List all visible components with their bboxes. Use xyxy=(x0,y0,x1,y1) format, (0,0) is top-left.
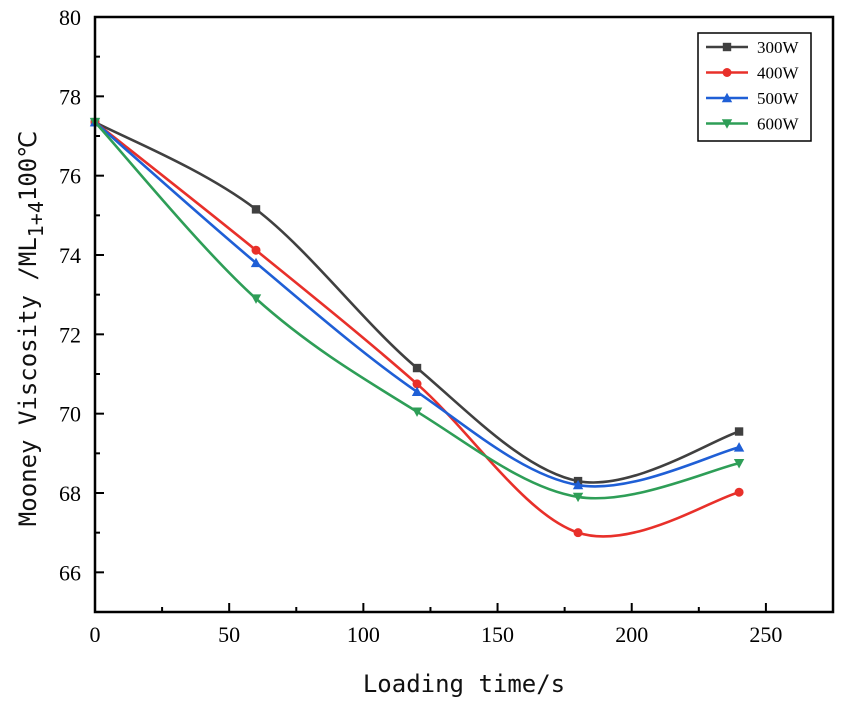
y-axis-label: Mooney Viscosity /ML1+4100℃ xyxy=(14,131,48,526)
data-point-500W xyxy=(250,257,262,268)
legend-marker-400W xyxy=(722,68,732,77)
legend-label: 500W xyxy=(757,89,800,108)
data-point-600W xyxy=(411,407,423,417)
series-line-500W xyxy=(94,121,740,488)
data-point-500W xyxy=(733,442,745,452)
data-point-500W xyxy=(572,479,584,490)
y-axis-title-main: Mooney Viscosity /ML xyxy=(14,237,42,526)
x-tick-label: 0 xyxy=(90,622,101,647)
data-point-600W xyxy=(250,294,262,304)
data-point-500W xyxy=(411,386,423,397)
legend-label: 400W xyxy=(757,64,800,83)
data-point-300W xyxy=(251,205,261,214)
x-tick-label: 200 xyxy=(615,622,648,647)
legend-item-600W: 600W xyxy=(706,115,800,134)
x-tick-label: 250 xyxy=(749,622,782,647)
data-point-400W xyxy=(734,487,744,497)
y-tick-label: 80 xyxy=(59,5,81,30)
data-point-400W xyxy=(573,528,583,538)
data-point-600W xyxy=(733,459,745,469)
data-point-600W xyxy=(572,492,584,503)
series-600W xyxy=(89,117,745,503)
series-group xyxy=(89,116,745,538)
y-tick-label: 70 xyxy=(59,402,81,427)
legend-marker-500W xyxy=(721,92,733,103)
data-point-400W xyxy=(412,379,422,389)
legend-item-500W: 500W xyxy=(706,89,800,108)
legend: 300W 400W 500W 600W xyxy=(697,32,812,142)
legend-label: 600W xyxy=(757,115,800,134)
y-tick-label: 68 xyxy=(59,481,81,506)
x-axis-label: Loading time/s xyxy=(363,670,565,698)
legend-item-300W: 300W xyxy=(706,38,800,57)
data-point-300W xyxy=(734,427,744,436)
y-axis-title-subscript: 1+4 xyxy=(24,201,48,237)
ticks-group: 0 50 100 150 200 250 66 68 70 72 74 76 78 80 xyxy=(59,5,782,647)
x-axis-title: Loading time/s xyxy=(363,670,565,698)
legend-label: 300W xyxy=(757,38,800,57)
series-500W xyxy=(89,116,745,490)
data-point-300W xyxy=(412,363,422,373)
legend-item-400W: 400W xyxy=(706,64,800,83)
data-point-400W xyxy=(251,245,261,255)
series-line-600W xyxy=(94,121,740,500)
legend-marker-600W xyxy=(721,119,733,129)
x-tick-label: 50 xyxy=(218,622,240,647)
y-axis-title-suffix: 100℃ xyxy=(14,131,42,201)
y-tick-label: 78 xyxy=(59,84,81,109)
y-tick-label: 74 xyxy=(59,243,81,268)
x-tick-label: 150 xyxy=(481,622,514,647)
y-tick-label: 66 xyxy=(59,560,81,585)
legend-marker-300W xyxy=(722,42,732,52)
y-tick-label: 76 xyxy=(59,164,81,189)
x-tick-label: 100 xyxy=(347,622,380,647)
y-axis-title: Mooney Viscosity /ML1+4100℃ xyxy=(14,131,48,526)
series-300W xyxy=(90,117,744,486)
series-line-300W xyxy=(94,120,740,484)
y-tick-label: 72 xyxy=(59,322,81,347)
plot-frame xyxy=(93,15,835,614)
series-400W xyxy=(90,117,744,538)
